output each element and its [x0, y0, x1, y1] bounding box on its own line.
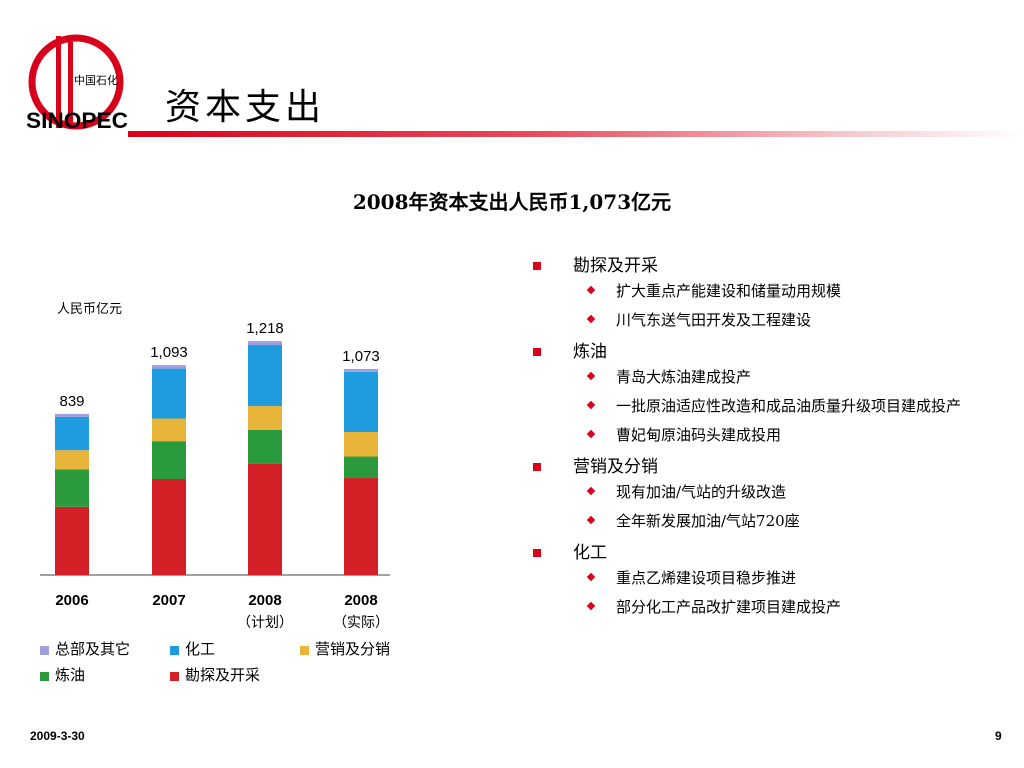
bar-segment-2-0: [248, 463, 282, 575]
bar-segment-3-0: [344, 478, 378, 575]
logo-bar-right: [68, 36, 73, 128]
bar-segment-0-3: [55, 416, 89, 451]
legend-label: 化工: [185, 640, 216, 658]
bar-segment-1-1: [152, 441, 186, 479]
square-bullet-icon: [533, 549, 541, 557]
legend-item: 营销及分销: [300, 638, 390, 659]
bar-total-label: 1,073: [342, 348, 380, 365]
bar-segment-2-3: [248, 344, 282, 407]
bar-segment-1-3: [152, 368, 186, 419]
bullet-item: 部分化工产品改扩建项目建成投产: [533, 596, 1003, 618]
bar-segment-3-3: [344, 371, 378, 432]
x-tick-note: （计划）: [237, 615, 293, 631]
bullet-section-title: 营销及分销: [533, 453, 1003, 481]
bar-segment-1-4: [152, 365, 186, 369]
sinopec-logo: 中国石化 SINOPEC: [26, 34, 128, 133]
bullet-item: 一批原油适应性改造和成品油质量升级项目建成投产: [533, 395, 1003, 417]
legend-label: 总部及其它: [55, 640, 131, 658]
bullet-item: 全年新发展加油/气站720座: [533, 510, 1003, 532]
bar-segment-0-4: [55, 413, 89, 417]
diamond-bullet-icon: [586, 285, 596, 295]
legend-swatch: [300, 645, 309, 655]
diamond-bullet-icon: [586, 572, 596, 582]
x-tick-label: 2008: [248, 592, 282, 609]
bullet-item: 重点乙烯建设项目稳步推进: [533, 567, 1003, 589]
square-bullet-icon: [533, 262, 541, 270]
page-title: 资本支出: [165, 87, 326, 128]
page-number: 9: [995, 729, 1002, 743]
bar-segment-3-2: [344, 431, 378, 457]
bullet-section-title: 勘探及开采: [533, 252, 1003, 280]
bullet-list: 勘探及开采 扩大重点产能建设和储量动用规模 川气东送气田开发及工程建设炼油 青岛大炼油…: [533, 252, 1003, 625]
bar-segment-2-4: [248, 341, 282, 345]
bullet-section-title: 化工: [533, 539, 1003, 567]
x-tick-label: 2006: [55, 592, 89, 609]
legend-swatch: [170, 671, 179, 681]
bar-segment-0-0: [55, 506, 89, 575]
diamond-bullet-icon: [586, 601, 596, 611]
legend-label: 营销及分销: [315, 640, 391, 658]
bullet-item: 扩大重点产能建设和储量动用规模: [533, 280, 1003, 302]
diamond-bullet-icon: [586, 429, 596, 439]
logo-bar-left: [56, 36, 61, 128]
legend-item: 总部及其它: [40, 638, 130, 659]
x-tick-note: （实际）: [333, 615, 389, 631]
diamond-bullet-icon: [586, 486, 596, 496]
legend-swatch: [40, 645, 49, 655]
slide-subtitle: 2008年资本支出人民币1,073亿元: [352, 190, 672, 214]
diamond-bullet-icon: [586, 515, 596, 525]
legend-item: 化工: [170, 638, 215, 659]
bar-total-label: 1,218: [246, 320, 284, 337]
logo-brand-text: SINOPEC: [26, 108, 128, 133]
bar-segment-0-1: [55, 469, 89, 507]
legend-swatch: [40, 671, 49, 681]
bar-segment-0-2: [55, 450, 89, 470]
bar-segment-1-0: [152, 479, 186, 575]
diamond-bullet-icon: [586, 400, 596, 410]
bar-segment-2-2: [248, 406, 282, 430]
bullet-section-title: 炼油: [533, 338, 1003, 366]
bar-total-label: 1,093: [150, 344, 188, 361]
legend-item: 炼油: [40, 664, 85, 685]
legend-label: 炼油: [55, 666, 86, 684]
logo-cn-text: 中国石化: [74, 73, 118, 87]
bullet-item: 曹妃甸原油码头建成投用: [533, 424, 1003, 446]
bar-segment-2-1: [248, 429, 282, 464]
x-tick-label: 2008: [344, 592, 378, 609]
footer-date: 2009-3-30: [30, 729, 85, 743]
legend-label: 勘探及开采: [185, 666, 261, 684]
bar-segment-1-2: [152, 418, 186, 442]
header-divider: [128, 131, 1024, 137]
x-tick-label: 2007: [152, 592, 186, 609]
bar-segment-3-1: [344, 456, 378, 479]
square-bullet-icon: [533, 348, 541, 356]
diamond-bullet-icon: [586, 371, 596, 381]
bar-segment-3-4: [344, 368, 378, 372]
capex-bar-chart: 839 1,093 1,218 1,073: [40, 320, 390, 576]
bullet-item: 川气东送气田开发及工程建设: [533, 309, 1003, 331]
legend-swatch: [170, 645, 179, 655]
logo-ring: [28, 34, 124, 130]
bar-total-label: 839: [59, 393, 84, 410]
square-bullet-icon: [533, 463, 541, 471]
chart-unit-label: 人民币亿元: [57, 302, 123, 317]
bullet-item: 现有加油/气站的升级改造: [533, 481, 1003, 503]
diamond-bullet-icon: [586, 314, 596, 324]
legend-item: 勘探及开采: [170, 664, 260, 685]
bullet-item: 青岛大炼油建成投产: [533, 366, 1003, 388]
